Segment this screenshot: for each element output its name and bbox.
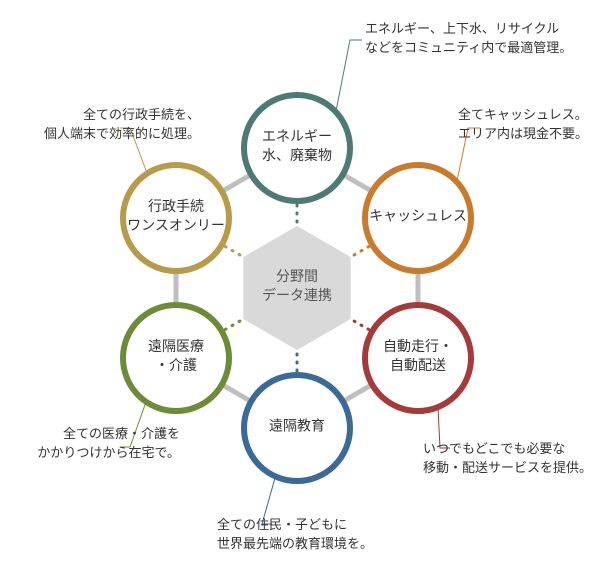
callout-education-line1: 全ての住民・子どもに: [217, 517, 347, 532]
callout-energy-line2: などをコミュニティ内で最適管理。: [365, 40, 572, 55]
callout-text-cashless: 全てキャッシュレス。エリア内は現金不要。: [458, 106, 588, 144]
spoke-admin: [225, 247, 240, 255]
center-label-line2: データ連携: [262, 289, 332, 304]
callout-text-energy: エネルギー、上下水、リサイクルなどをコミュニティ内で最適管理。: [365, 20, 572, 58]
center-label-line1: 分野間: [276, 270, 318, 285]
callout-text-admin: 全ての行政手続を、個人端末で効率的に処理。: [44, 106, 200, 144]
callout-text-mobility: いつでもどこでも必要な移動・配送サービスを提供。: [423, 440, 592, 478]
node-label-mobility-line1: 自動走行・: [383, 340, 453, 355]
node-label-education: 遠隔教育: [269, 419, 325, 438]
node-label-medical-line1: 遠隔医療: [148, 340, 204, 355]
node-label-admin: 行政手続ワンスオンリー: [127, 199, 225, 237]
node-label-energy-line1: エネルギー: [262, 130, 332, 145]
node-label-admin-line2: ワンスオンリー: [127, 219, 225, 234]
callout-text-medical: 全ての医療・介護をかかりつけから在宅で。: [37, 425, 180, 463]
callout-energy-line1: エネルギー、上下水、リサイクル: [365, 21, 559, 36]
callout-text-education: 全ての住民・子どもに世界最先端の教育環境を。: [217, 516, 373, 554]
node-label-mobility-line2: 自動配送: [390, 359, 446, 374]
callout-mobility-line1: いつでもどこでも必要な: [423, 441, 565, 456]
node-label-energy: エネルギー水、廃棄物: [262, 129, 332, 167]
node-label-mobility: 自動走行・自動配送: [383, 339, 453, 377]
node-label-medical-line2: ・介護: [155, 359, 197, 374]
center-label: 分野間 データ連携: [262, 269, 332, 307]
callout-admin-line1: 全ての行政手続を、: [83, 107, 200, 122]
node-label-cashless-line1: キャッシュレス: [369, 210, 467, 225]
node-label-education-line1: 遠隔教育: [269, 420, 325, 435]
callout-education-line2: 世界最先端の教育環境を。: [217, 536, 373, 551]
spoke-cashless: [354, 247, 369, 255]
node-label-cashless: キャッシュレス: [369, 209, 467, 228]
spoke-medical: [225, 321, 240, 329]
callout-medical-line1: 全ての医療・介護を: [63, 426, 180, 441]
callout-cashless-line1: 全てキャッシュレス。: [458, 107, 588, 122]
node-label-energy-line2: 水、廃棄物: [262, 149, 332, 164]
node-label-medical: 遠隔医療・介護: [148, 339, 204, 377]
node-label-admin-line1: 行政手続: [148, 200, 204, 215]
callout-cashless-line2: エリア内は現金不要。: [458, 126, 588, 141]
callout-admin-line2: 個人端末で効率的に処理。: [44, 126, 200, 141]
spoke-mobility: [354, 321, 369, 329]
callout-medical-line2: かかりつけから在宅で。: [37, 445, 180, 460]
callout-leader-energy: [336, 40, 362, 111]
callout-mobility-line2: 移動・配送サービスを提供。: [423, 460, 592, 475]
